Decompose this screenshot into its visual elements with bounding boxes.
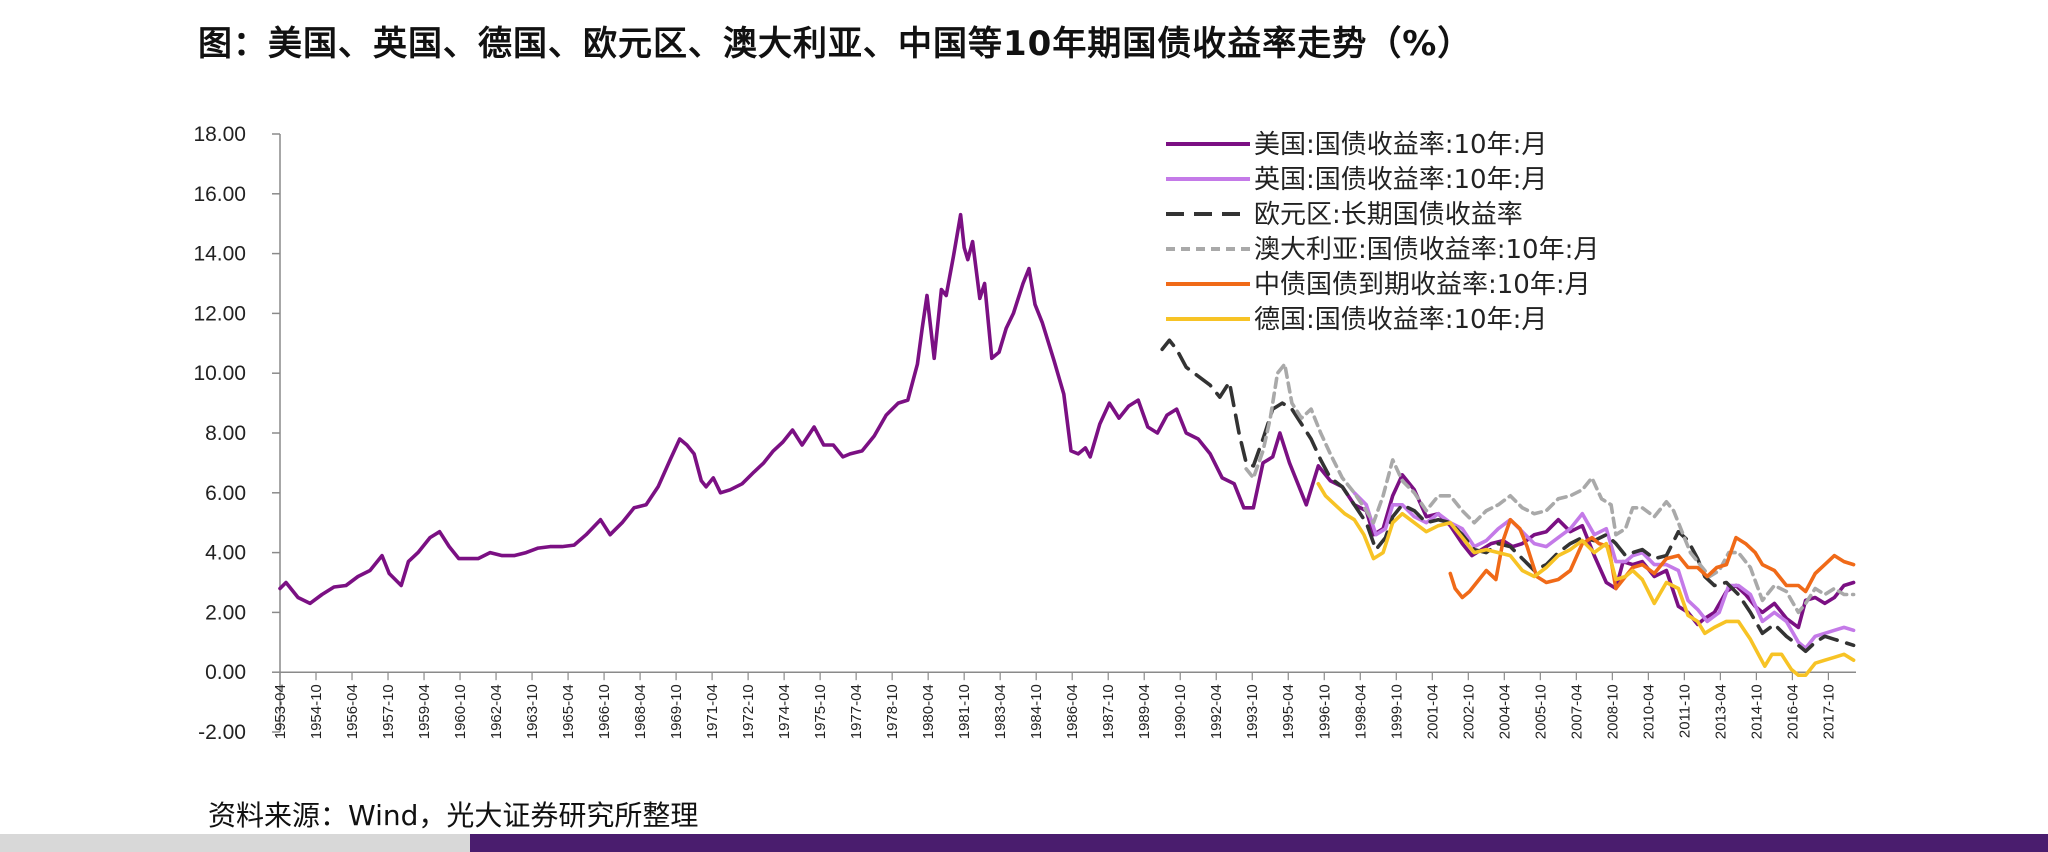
y-tick-label: 6.00 (205, 482, 246, 505)
x-tick-label: 1980-04 (920, 684, 937, 739)
x-tick-label: 1984-10 (1028, 684, 1045, 739)
legend-label-3: 澳大利亚:国债收益率:10年:月 (1254, 235, 1599, 265)
x-tick-label: 2008-10 (1604, 684, 1621, 739)
y-tick-label: 18.00 (193, 123, 246, 146)
x-tick-label: 1986-04 (1064, 684, 1081, 739)
legend-label-2: 欧元区:长期国债收益率 (1254, 200, 1523, 230)
x-tick-label: 1978-10 (884, 684, 901, 739)
y-tick-label: -2.00 (198, 721, 246, 744)
x-tick-label: 1969-10 (668, 684, 685, 739)
x-tick-label: 1999-10 (1388, 684, 1405, 739)
x-tick-label: 1981-10 (956, 684, 973, 739)
y-tick-label: 16.00 (193, 183, 246, 206)
series-line-0 (278, 212, 1856, 630)
x-tick-label: 1972-10 (740, 684, 757, 739)
x-tick-label: 1971-04 (704, 684, 721, 739)
x-tick-label: 1974-04 (776, 684, 793, 739)
x-tick-label: 1960-10 (452, 684, 469, 739)
x-tick-label: 1975-10 (812, 684, 829, 739)
chart-series (278, 212, 1856, 678)
series-line-2 (1160, 338, 1856, 654)
x-tick-label: 2001-04 (1424, 684, 1441, 739)
x-tick-label: 2017-10 (1820, 684, 1837, 739)
chart-title: 图：美国、英国、德国、欧元区、澳大利亚、中国等10年期国债收益率走势（%） (198, 24, 1473, 64)
x-tick-label: 1992-04 (1208, 684, 1225, 739)
x-tick-label: 2013-04 (1712, 684, 1729, 739)
source-note: 资料来源：Wind，光大证券研究所整理 (208, 799, 699, 832)
y-tick-label: 10.00 (193, 362, 246, 385)
legend-label-5: 德国:国债收益率:10年:月 (1254, 305, 1547, 335)
legend-label-1: 英国:国债收益率:10年:月 (1254, 165, 1547, 195)
series-line-4 (1448, 517, 1856, 600)
x-tick-label: 1987-10 (1100, 684, 1117, 739)
y-tick-label: 2.00 (205, 601, 246, 624)
x-tick-label: 1956-04 (344, 684, 361, 739)
y-tick-label: 0.00 (205, 661, 246, 684)
footer-grey-band (0, 834, 470, 852)
y-tick-label: 4.00 (205, 542, 246, 565)
x-tick-label: 2007-04 (1568, 684, 1585, 739)
legend-label-4: 中债国债到期收益率:10年:月 (1254, 270, 1591, 300)
x-tick-label: 1993-10 (1244, 684, 1261, 739)
x-tick-label: 2014-10 (1748, 684, 1765, 739)
x-tick-label: 2016-04 (1784, 684, 1801, 739)
chart-legend: 美国:国债收益率:10年:月英国:国债收益率:10年:月欧元区:长期国债收益率澳… (1166, 130, 1599, 335)
x-tick-label: 1983-04 (992, 684, 1009, 739)
legend-label-0: 美国:国债收益率:10年:月 (1254, 130, 1547, 160)
x-tick-label: 1954-10 (308, 684, 325, 739)
x-tick-label: 1962-04 (488, 684, 505, 739)
x-tick-label: 1957-10 (380, 684, 397, 739)
x-tick-label: 2005-10 (1532, 684, 1549, 739)
series-line-5 (1316, 481, 1856, 678)
x-tick-label: 1977-04 (848, 684, 865, 739)
chart-axes: 18.00 16.00 14.00 12.00 10.00 8.00 6.00 4.00 2.0… (193, 123, 1856, 744)
x-tick-label: 1966-10 (596, 684, 613, 739)
x-tick-label: 1989-04 (1136, 684, 1153, 739)
y-tick-label: 8.00 (205, 422, 246, 445)
x-tick-label: 1968-04 (632, 684, 649, 739)
x-tick-label: 1953-04 (272, 684, 289, 739)
x-tick-label: 1959-04 (416, 684, 433, 739)
x-tick-label: 1963-10 (524, 684, 541, 739)
x-tick-label: 2002-10 (1460, 684, 1477, 739)
footer-bar (0, 834, 2048, 852)
x-tick-label: 1965-04 (560, 684, 577, 739)
x-tick-label: 1995-04 (1280, 684, 1297, 739)
x-tick-label: 1998-04 (1352, 684, 1369, 739)
x-tick-label: 2010-04 (1640, 684, 1657, 739)
x-tick-label: 2004-04 (1496, 684, 1513, 739)
y-tick-label: 14.00 (193, 243, 246, 266)
x-tick-label: 1990-10 (1172, 684, 1189, 739)
x-tick-label: 1996-10 (1316, 684, 1333, 739)
series-line-1 (1352, 490, 1856, 651)
series-line-3 (1244, 362, 1856, 615)
x-tick-label: 2011-10 (1676, 684, 1693, 738)
y-tick-label: 12.00 (193, 302, 246, 325)
